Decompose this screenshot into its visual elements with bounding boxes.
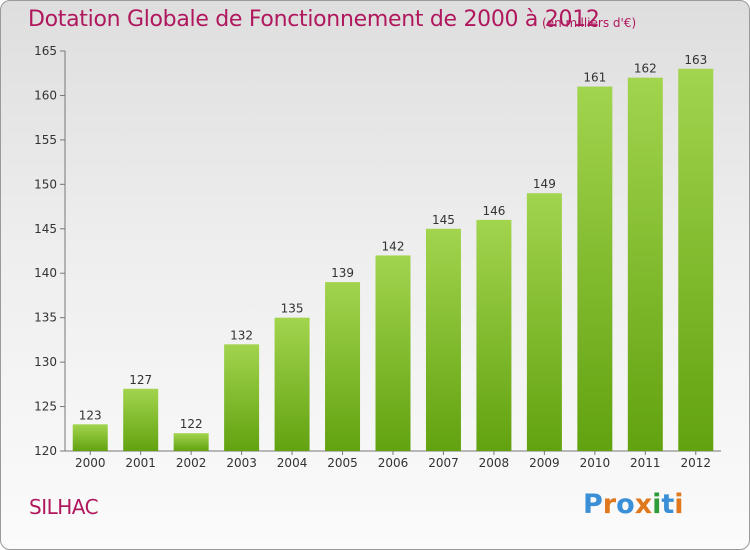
bar (224, 344, 260, 451)
y-tick-label: 155 (34, 133, 57, 147)
x-tick-label: 2008 (479, 456, 510, 470)
y-tick-label: 135 (34, 311, 57, 325)
x-tick-label: 2002 (176, 456, 207, 470)
y-tick-label: 145 (34, 222, 57, 236)
x-tick-label: 2003 (226, 456, 257, 470)
data-label: 145 (432, 213, 455, 227)
bar (123, 388, 159, 451)
data-label: 127 (129, 373, 152, 387)
x-tick-label: 2001 (125, 456, 156, 470)
logo-letter: r (602, 489, 617, 520)
y-tick-label: 150 (34, 177, 57, 191)
bar (173, 433, 209, 451)
y-tick-label: 165 (34, 44, 57, 58)
data-label: 139 (331, 266, 354, 280)
x-tick-label: 2011 (630, 456, 661, 470)
chart-unit: (en milliers d'€) (542, 16, 637, 30)
data-label: 142 (382, 239, 405, 253)
x-tick-label: 2010 (580, 456, 611, 470)
bars (72, 68, 714, 452)
data-label: 162 (634, 62, 657, 76)
logo-letter: x (634, 489, 653, 520)
bar (72, 424, 108, 451)
data-label: 146 (482, 204, 505, 218)
y-tick-label: 130 (34, 355, 57, 369)
proxiti-logo: Proxiti (583, 489, 684, 520)
chart-title: Dotation Globale de Fonctionnement de 20… (28, 7, 600, 32)
logo-letter: o (616, 489, 635, 520)
commune-name: SILHAC (29, 495, 99, 519)
bar (577, 86, 613, 452)
data-label: 123 (79, 408, 102, 422)
y-tick-label: 140 (34, 266, 57, 280)
bar (425, 228, 461, 451)
logo-letter: t (661, 489, 675, 520)
bar (526, 193, 562, 451)
x-tick-label: 2009 (529, 456, 560, 470)
bar (325, 282, 361, 451)
x-tick-label: 2005 (327, 456, 358, 470)
bar (274, 317, 310, 451)
data-label: 135 (281, 302, 304, 316)
bar (375, 255, 411, 451)
x-tick-label: 2004 (277, 456, 308, 470)
x-tick-label: 2000 (75, 456, 106, 470)
axes: 120 125 130 135 140 145 150 155 160 165 (34, 44, 721, 458)
bar (476, 219, 512, 451)
data-label: 122 (180, 417, 203, 431)
data-label: 163 (684, 53, 707, 67)
y-tick-label: 120 (34, 444, 57, 458)
logo-letter: i (674, 489, 684, 520)
data-label: 149 (533, 177, 556, 191)
y-tick-label: 160 (34, 88, 57, 102)
data-label: 132 (230, 328, 253, 342)
bar (627, 77, 663, 452)
bar (678, 68, 714, 452)
x-tick-label: 2012 (680, 456, 711, 470)
logo-letter: i (652, 489, 662, 520)
data-label: 161 (583, 71, 606, 85)
x-tick-label: 2007 (428, 456, 459, 470)
labels: 2000 123 2001 127 2002 122 2003 132 2004 135 2005 1… (75, 53, 711, 470)
logo-letter: P (583, 489, 603, 520)
y-tick-label: 125 (34, 400, 57, 414)
x-tick-label: 2006 (378, 456, 409, 470)
